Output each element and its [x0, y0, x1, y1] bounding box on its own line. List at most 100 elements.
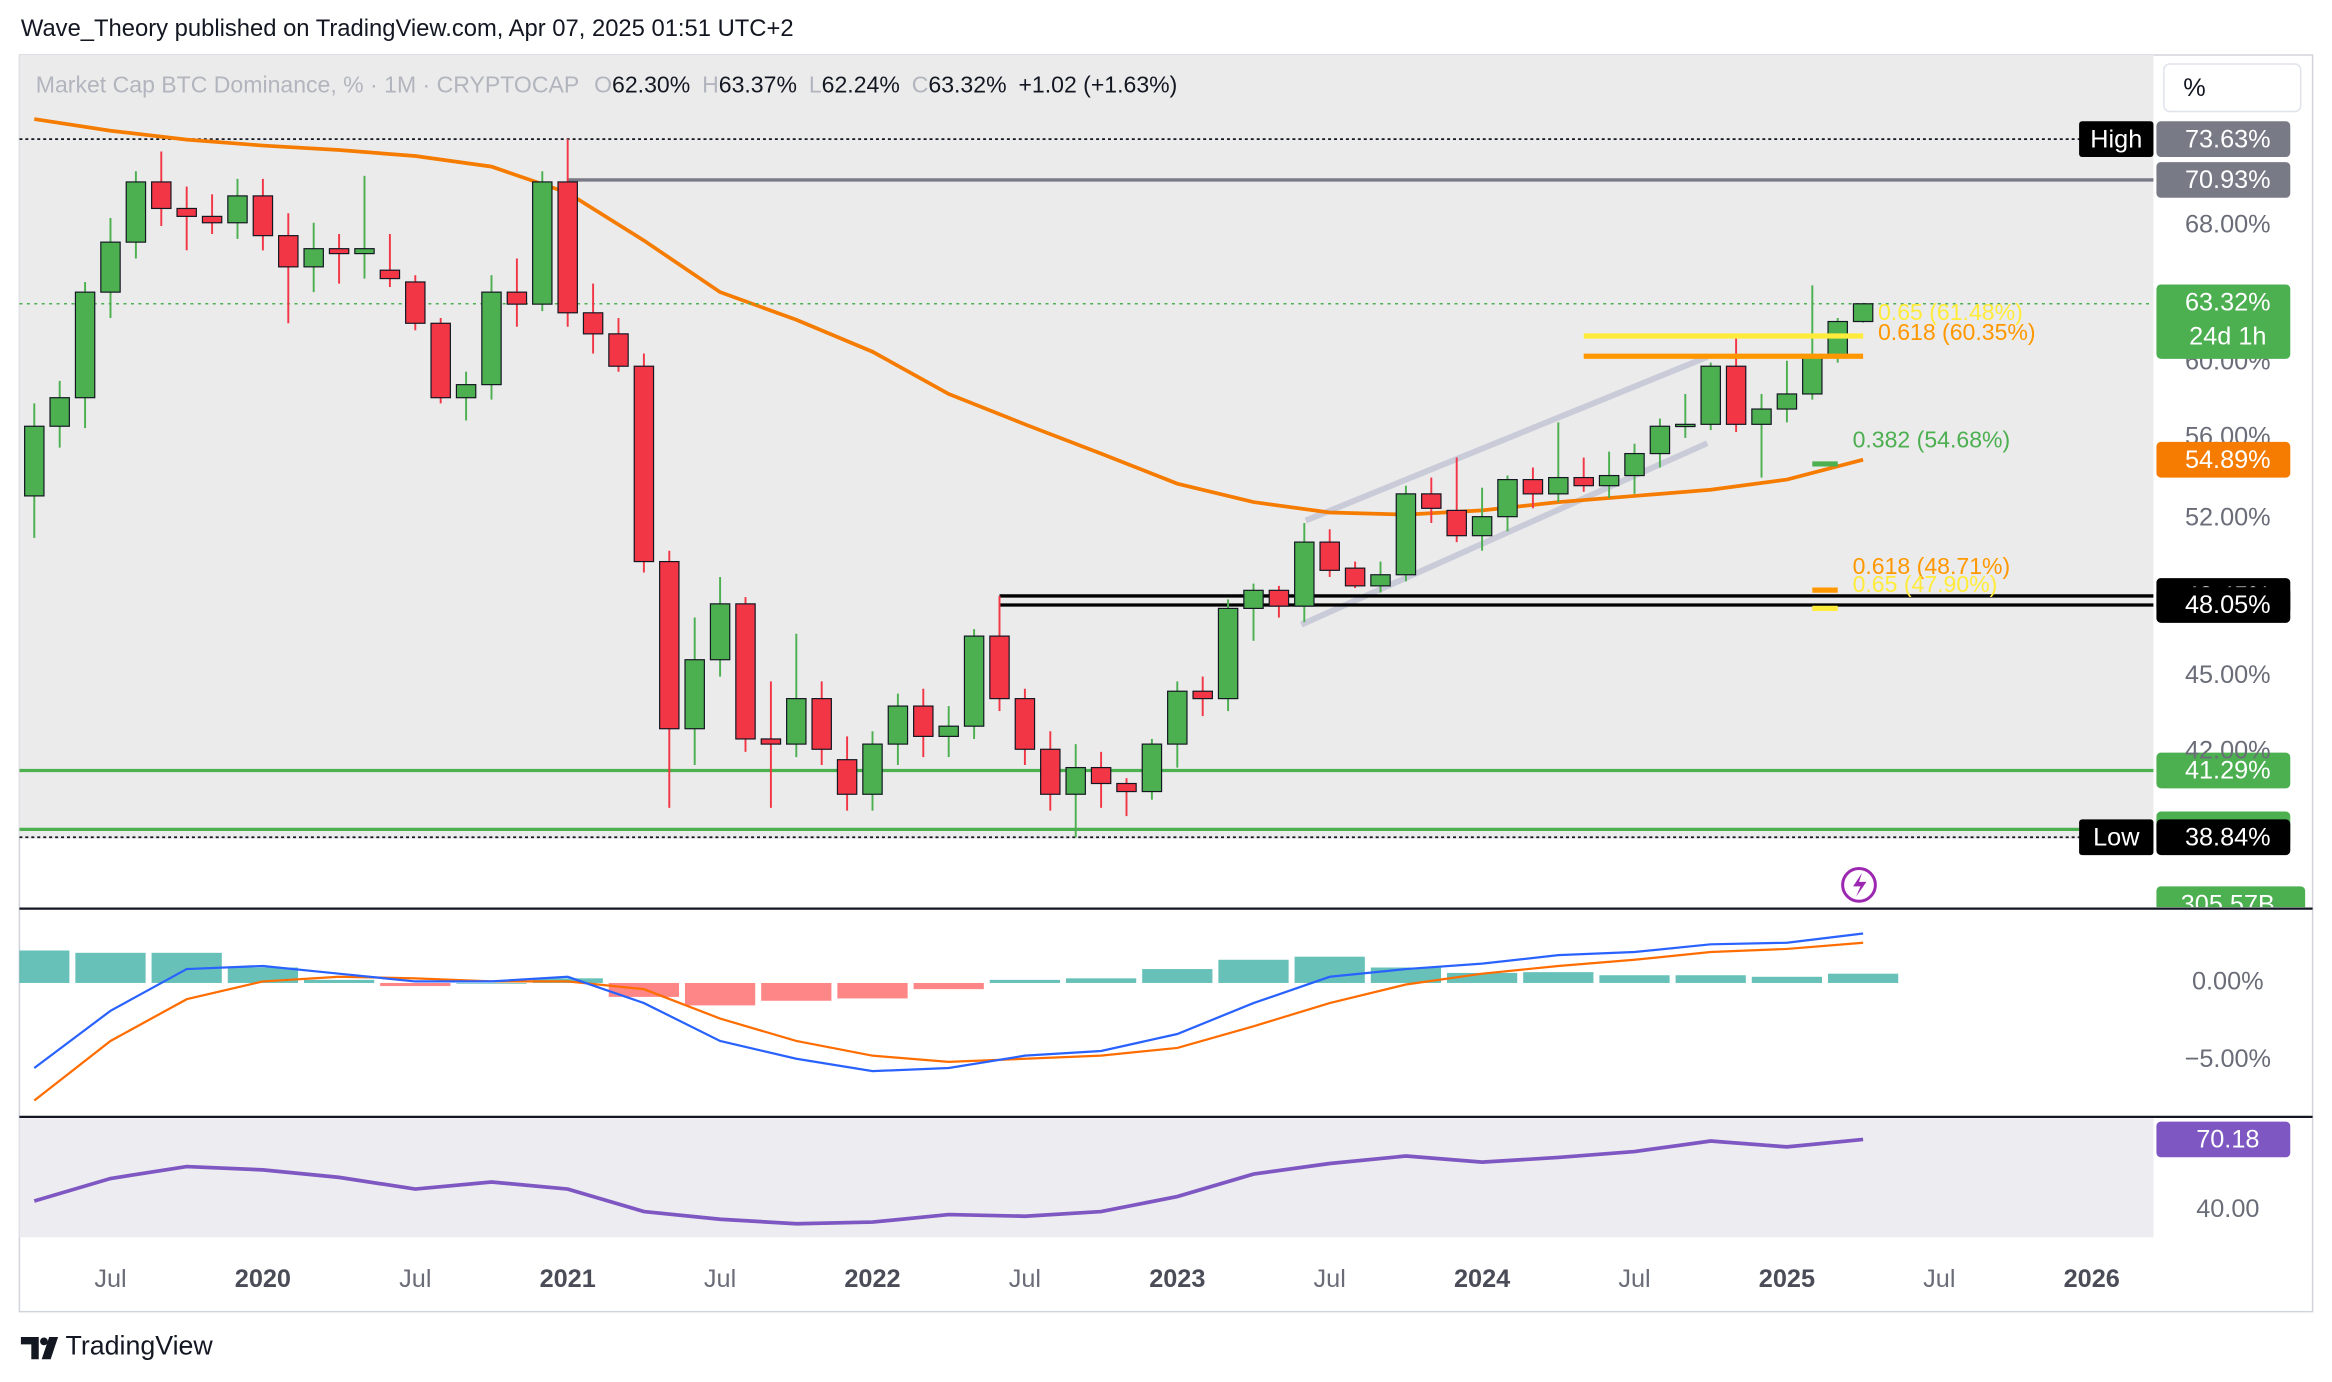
candle-body	[709, 603, 731, 661]
x-tick-label: 2024	[1454, 1265, 1510, 1293]
candle-body	[405, 281, 426, 324]
price-axis: 73.63%High70.93%48.45%48.05%41.29%39.12%…	[2079, 63, 2306, 1223]
price-tag-label: 70.18	[2196, 1126, 2259, 1154]
y-tick-label: 0.00%	[2192, 968, 2264, 996]
candle-body	[1217, 607, 1239, 700]
candle-body	[1802, 354, 1823, 395]
candle-body	[1624, 452, 1645, 477]
candle-body	[1522, 479, 1544, 495]
y-tick-label: 42.00%	[2185, 737, 2271, 765]
price-tag	[2156, 819, 2291, 856]
alert-icon[interactable]	[1841, 867, 1877, 903]
price-tag	[2156, 1121, 2291, 1158]
histogram-bar	[456, 982, 527, 984]
legend: Market Cap BTC Dominance, % · 1M · CRYPT…	[36, 71, 1178, 97]
price-tag-label: 63.32%	[2185, 288, 2271, 316]
candle-body	[1040, 748, 1061, 795]
candle-body	[1395, 493, 1417, 576]
x-tick-label: 2023	[1149, 1265, 1205, 1293]
histogram-bar	[1065, 978, 1137, 983]
candle-body	[151, 181, 172, 210]
histogram-bar	[380, 982, 451, 987]
level-tag-box	[2079, 121, 2154, 157]
alert-bolt[interactable]	[1853, 872, 1867, 897]
candle-body	[303, 248, 324, 268]
price-tag	[2156, 752, 2291, 789]
candle-body	[1446, 509, 1467, 537]
header: Wave_Theory published on TradingView.com…	[21, 15, 794, 42]
main-pane: 0.65 (61.48%)0.618 (60.35%) 0.382 (54.68%…	[19, 117, 2154, 839]
legend-value: 62.30%	[612, 71, 690, 97]
histogram-bar	[989, 979, 1061, 983]
candle-body	[735, 603, 756, 740]
candle-body	[684, 659, 705, 730]
volume-tag-label: 305.57B	[2181, 890, 2275, 918]
scale-button[interactable]	[2163, 63, 2302, 113]
histogram-bar	[1142, 969, 1213, 983]
candle-body	[1548, 476, 1569, 495]
histogram-bar	[684, 982, 756, 1006]
candle-body	[786, 698, 807, 745]
legend-value: 62.24%	[822, 71, 900, 97]
price-tag	[2156, 121, 2291, 157]
candle-body	[1471, 516, 1493, 537]
logo-dot	[40, 1337, 48, 1346]
level-tag: Low	[2093, 823, 2140, 851]
candle-body	[557, 181, 578, 314]
candle-body	[862, 743, 883, 795]
candle-body	[659, 560, 680, 730]
price-tag-label: 48.05%	[2185, 591, 2271, 619]
histogram-bar	[837, 982, 908, 999]
candle-body	[1294, 541, 1315, 607]
rsi-shade	[19, 1118, 2154, 1238]
candle-body	[1370, 574, 1391, 587]
candle-body	[1497, 479, 1518, 518]
candle-body	[379, 269, 401, 280]
x-tick-label: Jul	[399, 1265, 431, 1293]
volume-tag: 305.57B	[2156, 886, 2306, 918]
level-tag: High	[2090, 125, 2142, 153]
rsi-pane	[33, 1137, 1864, 1226]
y-tick-label: −5.00%	[2185, 1045, 2271, 1073]
fib-label: 0.618 (48.71%)	[1853, 553, 2011, 579]
candle-body	[1344, 567, 1366, 587]
channel-upper	[1304, 354, 1709, 524]
candle-body	[1751, 408, 1772, 425]
macd-pane	[19, 932, 1899, 1102]
ema-line	[34, 117, 1864, 517]
candle-body	[938, 725, 959, 737]
candle-body	[1700, 365, 1721, 425]
histogram-bar	[19, 950, 70, 983]
candle-body	[74, 291, 96, 399]
candle-body	[1649, 425, 1671, 455]
x-tick-label: Jul	[94, 1265, 126, 1293]
x-tick-label: Jul	[1314, 1265, 1346, 1293]
x-tick-label: 2020	[235, 1265, 291, 1293]
candle-body	[1268, 589, 1290, 607]
rsi-line	[33, 1137, 1864, 1226]
signal-line	[33, 941, 1864, 1102]
candle-body	[1421, 493, 1442, 509]
price-tag-label: 70.93%	[2185, 166, 2271, 194]
candle-body	[100, 241, 121, 293]
legend-key: H	[702, 71, 719, 97]
candle-body	[1192, 690, 1213, 700]
candle-body	[532, 181, 553, 305]
candle-body	[24, 425, 45, 497]
legend-key: L	[809, 71, 822, 97]
candle-body	[481, 291, 502, 386]
x-tick-label: 2022	[844, 1265, 900, 1293]
candle-body	[430, 322, 451, 399]
level-tag-box	[2079, 819, 2154, 856]
legend-value: 63.37%	[719, 71, 797, 97]
y-tick-label: 52.00%	[2185, 503, 2271, 531]
candle-body	[1065, 766, 1086, 795]
candle-body	[913, 705, 934, 737]
price-tag	[2156, 587, 2291, 623]
y-tick-label: 45.00%	[2185, 661, 2271, 689]
candle-body	[1573, 476, 1594, 487]
x-tick-label: Jul	[1009, 1265, 1041, 1293]
x-tick-label: 2025	[1759, 1265, 1815, 1293]
